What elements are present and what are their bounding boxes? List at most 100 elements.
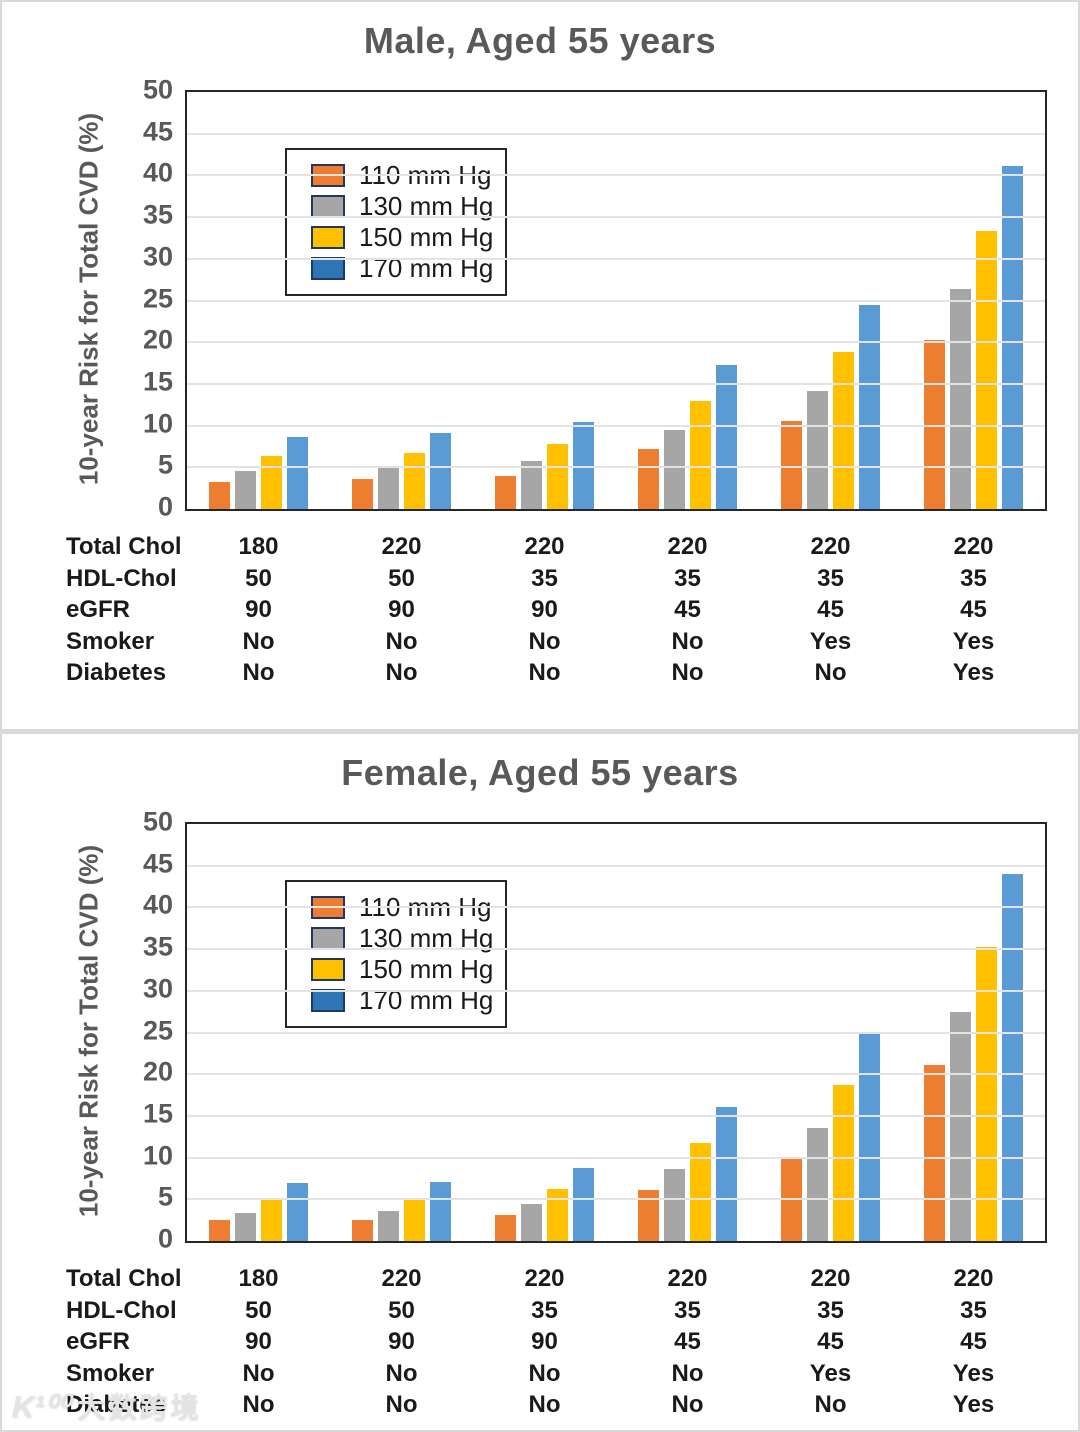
table-cell-value: 45 (960, 1328, 987, 1355)
bar-130-mm-hg (521, 1204, 542, 1241)
gridline (187, 132, 1045, 135)
table-cell-value: 220 (381, 1265, 422, 1292)
legend-item: 130 mm Hg (311, 923, 505, 954)
bar-150-mm-hg (833, 352, 854, 509)
legend-swatch (311, 195, 345, 218)
y-tick-label: 50 (142, 74, 173, 105)
bar-110-mm-hg (781, 421, 802, 509)
bar-110-mm-hg (352, 1220, 373, 1241)
gridline (187, 1156, 1045, 1159)
bar-110-mm-hg (209, 482, 230, 509)
table-cell-value: No (242, 627, 275, 655)
gridline (187, 1198, 1045, 1201)
bar-group (473, 824, 616, 1241)
bar-110-mm-hg (638, 448, 659, 509)
table-cell-value: 35 (674, 1296, 701, 1324)
table-cell-value: 220 (524, 1265, 565, 1292)
chart-area-female: 10-year Risk for Total CVD (%) 0 5 10 15 20 2… (68, 808, 1078, 1252)
table-cell-value: 35 (817, 564, 844, 592)
bar-110-mm-hg (495, 475, 516, 509)
legend-female: 110 mm Hg 130 mm Hg 150 mm Hg 170 mm Hg (285, 880, 507, 1028)
bar-150-mm-hg (547, 443, 568, 509)
watermark-logo-icon: K¹⁰⁰ (12, 1389, 70, 1424)
chart-area-male: 10-year Risk for Total CVD (%) 0 5 10 15 20 2… (68, 76, 1078, 520)
table-cell-value: No (528, 659, 561, 686)
legend-swatch (311, 989, 345, 1012)
table-cell-value: No (671, 1391, 704, 1418)
bar-110-mm-hg (209, 1220, 230, 1241)
table-cell-value: 90 (245, 596, 272, 623)
male-chart-panel: Male, Aged 55 years 10-year Risk for Tot… (2, 18, 1078, 729)
legend-label: 150 mm Hg (359, 222, 494, 252)
y-tick-label: 25 (142, 1015, 173, 1045)
y-tick-label: 20 (142, 324, 173, 355)
table-row-label: Diabetes (66, 1391, 167, 1418)
bar-110-mm-hg (924, 1065, 945, 1241)
bar-170-mm-hg (287, 1183, 308, 1241)
bar-130-mm-hg (235, 1212, 256, 1241)
y-tick-labels-female: 0 5 10 15 20 25 30 35 40 45 50 (110, 808, 185, 1252)
table-row-label: eGFR (66, 596, 131, 623)
table-cell-value: 90 (531, 596, 558, 623)
table-row-label: Total Chol (66, 1265, 182, 1292)
table-cell-value: 220 (810, 1265, 851, 1292)
y-tick-label: 0 (157, 491, 173, 522)
bar-170-mm-hg (287, 437, 308, 509)
table-cell-value: 220 (667, 1265, 708, 1292)
table-row-label: Smoker (66, 1359, 155, 1387)
y-tick-label: 10 (142, 1140, 173, 1171)
table-row-label: HDL-Chol (66, 1296, 177, 1324)
table-cell-value: 220 (381, 533, 422, 560)
table-cell-value: 90 (245, 1328, 272, 1355)
legend-item: 150 mm Hg (311, 954, 505, 985)
y-tick-label: 40 (142, 157, 173, 188)
legend-item: 130 mm Hg (311, 191, 505, 222)
y-tick-label: 45 (142, 848, 173, 879)
bar-150-mm-hg (404, 453, 425, 509)
y-tick-label: 5 (157, 1181, 173, 1212)
y-tick-label: 30 (142, 241, 173, 272)
bar-group (902, 824, 1045, 1241)
y-tick-label: 45 (142, 116, 173, 147)
bar-150-mm-hg (690, 1143, 711, 1241)
watermark-text: 大数跨境 (77, 1392, 202, 1423)
bar-150-mm-hg (261, 1199, 282, 1241)
table-cell-value: 45 (817, 596, 844, 623)
legend-swatch (311, 958, 345, 981)
table-cell-value: 180 (238, 1265, 279, 1292)
y-tick-label: 5 (157, 449, 173, 480)
table-cell-value: Yes (952, 627, 995, 655)
bar-130-mm-hg (664, 1169, 685, 1241)
gridline (187, 906, 1045, 909)
y-tick-label: 20 (142, 1056, 173, 1087)
y-tick-label: 35 (142, 199, 173, 230)
y-tick-label: 15 (142, 1098, 173, 1129)
plot-area-male: 110 mm Hg 130 mm Hg 150 mm Hg 170 mm Hg (185, 90, 1047, 511)
bar-group (187, 92, 330, 509)
table-cell-value: 45 (674, 596, 701, 623)
legend-male: 110 mm Hg 130 mm Hg 150 mm Hg 170 mm Hg (285, 148, 507, 296)
table-cell-value: No (671, 627, 704, 655)
bar-130-mm-hg (664, 429, 685, 509)
table-cell-value: No (242, 1391, 275, 1418)
table-row-label: Diabetes (66, 659, 167, 686)
gridline (187, 1031, 1045, 1034)
bar-group (616, 92, 759, 509)
bar-group (759, 824, 902, 1241)
table-cell-value: 50 (388, 564, 415, 592)
chart-title-female: Female, Aged 55 years (341, 752, 739, 793)
gridline (187, 1073, 1045, 1076)
table-cell-value: 220 (953, 533, 994, 560)
bar-130-mm-hg (378, 1210, 399, 1241)
gridline (187, 216, 1045, 219)
table-cell-value: No (528, 1391, 561, 1418)
bar-110-mm-hg (495, 1215, 516, 1241)
y-tick-labels-male: 0 5 10 15 20 25 30 35 40 45 50 (110, 76, 185, 520)
bar-group (330, 92, 473, 509)
bar-150-mm-hg (690, 400, 711, 509)
female-chart-panel: Female, Aged 55 years 10-year Risk for T… (2, 750, 1078, 1430)
bar-150-mm-hg (261, 456, 282, 509)
table-cell-value: 50 (245, 564, 272, 592)
chart-title-male: Male, Aged 55 years (363, 20, 717, 61)
